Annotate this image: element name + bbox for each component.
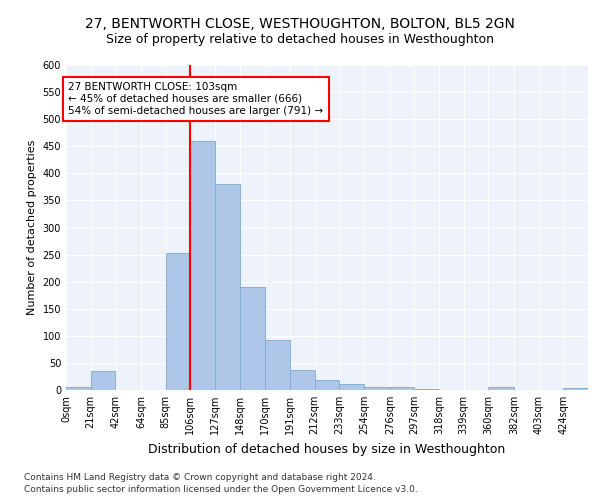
Text: Contains HM Land Registry data © Crown copyright and database right 2024.: Contains HM Land Registry data © Crown c… — [24, 474, 376, 482]
Bar — [390, 388, 415, 390]
Bar — [314, 380, 340, 390]
Bar — [215, 184, 239, 390]
X-axis label: Distribution of detached houses by size in Westhoughton: Distribution of detached houses by size … — [148, 442, 506, 456]
Bar — [364, 388, 390, 390]
Bar — [66, 388, 91, 390]
Bar — [239, 287, 265, 390]
Text: Size of property relative to detached houses in Westhoughton: Size of property relative to detached ho… — [106, 32, 494, 46]
Bar — [340, 384, 364, 390]
Bar — [488, 388, 514, 390]
Text: Contains public sector information licensed under the Open Government Licence v3: Contains public sector information licen… — [24, 485, 418, 494]
Text: 27, BENTWORTH CLOSE, WESTHOUGHTON, BOLTON, BL5 2GN: 27, BENTWORTH CLOSE, WESTHOUGHTON, BOLTO… — [85, 18, 515, 32]
Bar — [265, 340, 290, 390]
Bar — [190, 141, 215, 390]
Bar — [415, 389, 439, 390]
Y-axis label: Number of detached properties: Number of detached properties — [27, 140, 37, 315]
Bar — [563, 388, 588, 390]
Text: 27 BENTWORTH CLOSE: 103sqm
← 45% of detached houses are smaller (666)
54% of sem: 27 BENTWORTH CLOSE: 103sqm ← 45% of deta… — [68, 82, 323, 116]
Bar — [166, 254, 190, 390]
Bar — [91, 371, 115, 390]
Bar — [290, 370, 314, 390]
